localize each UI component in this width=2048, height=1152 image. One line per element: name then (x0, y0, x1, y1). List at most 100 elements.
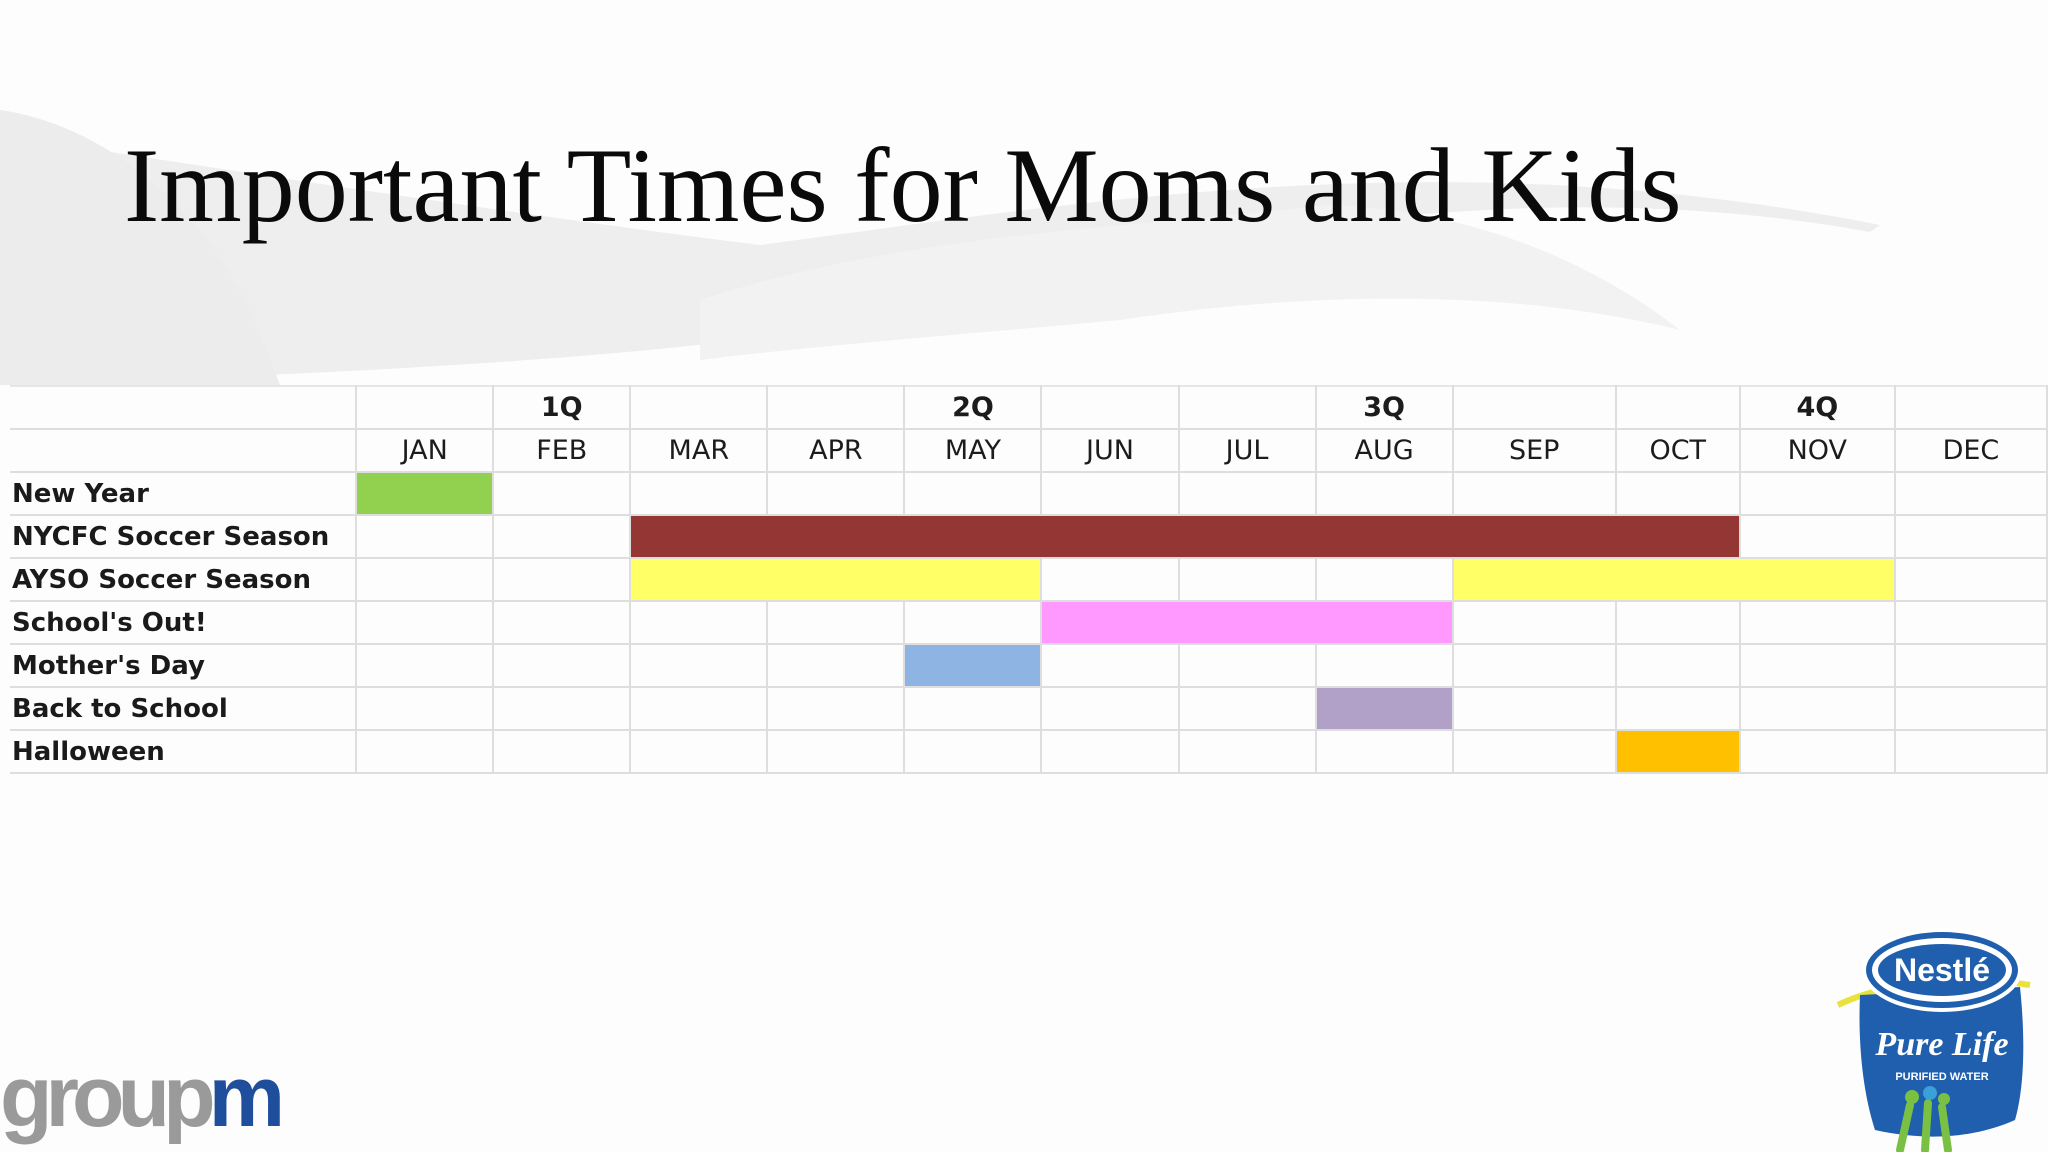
month-cell (1738, 643, 1896, 688)
event-label: Mother's Day (10, 643, 358, 688)
month-cell (355, 600, 495, 645)
event-label: New Year (10, 471, 358, 516)
month-cell (1040, 557, 1180, 602)
quarter-cell (766, 385, 906, 430)
month-cell (903, 729, 1043, 774)
month-cell (355, 729, 495, 774)
month-cell (1177, 729, 1317, 774)
event-row: Halloween (10, 729, 2048, 774)
month-cell (492, 557, 632, 602)
event-bar-segment (1177, 600, 1317, 645)
month-cell (1040, 643, 1180, 688)
header-corner-cell (10, 385, 358, 430)
month-cell (1040, 729, 1180, 774)
month-cell (1893, 600, 2048, 645)
quarter-cell (355, 385, 495, 430)
month-label: OCT (1614, 428, 1741, 473)
month-cell (1451, 643, 1617, 688)
month-cell (355, 643, 495, 688)
month-label: DEC (1893, 428, 2048, 473)
month-label: FEB (492, 428, 632, 473)
month-label: SEP (1451, 428, 1617, 473)
quarter-header-row: 1Q 2Q 3Q 4Q (10, 385, 2048, 430)
event-label: NYCFC Soccer Season (10, 514, 358, 559)
month-cell (1893, 557, 2048, 602)
month-cell (903, 600, 1043, 645)
quarter-cell (1177, 385, 1317, 430)
quarter-label: 3Q (1314, 385, 1454, 430)
event-bar-segment (1614, 514, 1741, 559)
month-cell (1451, 471, 1617, 516)
month-cell (1614, 686, 1741, 731)
slide-title: Important Times for Moms and Kids (124, 127, 1682, 244)
event-row: Mother's Day (10, 643, 2048, 688)
month-cell (1314, 643, 1454, 688)
month-cell (1177, 686, 1317, 731)
quarter-label: 2Q (903, 385, 1043, 430)
event-label: School's Out! (10, 600, 358, 645)
month-cell (1451, 600, 1617, 645)
month-cell (1893, 686, 2048, 731)
month-cell (492, 514, 632, 559)
event-bar-segment (1314, 514, 1454, 559)
svg-text:groupm: groupm (0, 1058, 281, 1145)
month-cell (1177, 557, 1317, 602)
event-bar-segment (766, 514, 906, 559)
month-label: AUG (1314, 428, 1454, 473)
month-cell (492, 643, 632, 688)
event-label: AYSO Soccer Season (10, 557, 358, 602)
month-label: NOV (1738, 428, 1896, 473)
event-bar-segment (1040, 600, 1180, 645)
quarter-cell (1614, 385, 1741, 430)
month-cell (1314, 729, 1454, 774)
quarter-cell (1893, 385, 2048, 430)
month-cell (1893, 643, 2048, 688)
month-cell (492, 686, 632, 731)
month-cell (1738, 600, 1896, 645)
month-header-row: JAN FEB MAR APR MAY JUN JUL AUG SEP OCT NOV DEC (10, 428, 2048, 473)
month-cell (1738, 471, 1896, 516)
month-cell (1040, 471, 1180, 516)
month-cell (1314, 557, 1454, 602)
event-row: Back to School (10, 686, 2048, 731)
month-label: MAR (629, 428, 769, 473)
event-bar-segment (1614, 729, 1741, 774)
month-cell (903, 686, 1043, 731)
month-cell (492, 471, 632, 516)
event-row: AYSO Soccer Season (10, 557, 2048, 602)
event-bar-segment (1314, 686, 1454, 731)
month-cell (1040, 686, 1180, 731)
month-cell (766, 686, 906, 731)
header-corner-cell (10, 428, 358, 473)
event-bar-segment (629, 514, 769, 559)
month-label: APR (766, 428, 906, 473)
event-bar-segment (903, 557, 1043, 602)
month-cell (1738, 729, 1896, 774)
event-row: School's Out! (10, 600, 2048, 645)
month-label: MAY (903, 428, 1043, 473)
event-bar-segment (1177, 514, 1317, 559)
month-cell (766, 600, 906, 645)
month-cell (355, 686, 495, 731)
event-label: Halloween (10, 729, 358, 774)
event-bar-segment (1040, 514, 1180, 559)
month-cell (1177, 643, 1317, 688)
event-bar-segment (903, 643, 1043, 688)
nestle-pure-life-logo: Nestlé Pure Life PURIFIED WATER (1836, 928, 2031, 1152)
month-cell (1893, 514, 2048, 559)
month-cell (1451, 686, 1617, 731)
quarter-cell (1451, 385, 1617, 430)
month-cell (1177, 471, 1317, 516)
month-cell (355, 514, 495, 559)
month-cell (629, 600, 769, 645)
month-cell (1451, 729, 1617, 774)
month-cell (1614, 471, 1741, 516)
month-cell (1893, 471, 2048, 516)
event-bar-segment (629, 557, 769, 602)
event-bar-segment (1738, 557, 1896, 602)
month-label: JAN (355, 428, 495, 473)
month-cell (1614, 600, 1741, 645)
event-bar-segment (1314, 600, 1454, 645)
month-cell (766, 471, 906, 516)
